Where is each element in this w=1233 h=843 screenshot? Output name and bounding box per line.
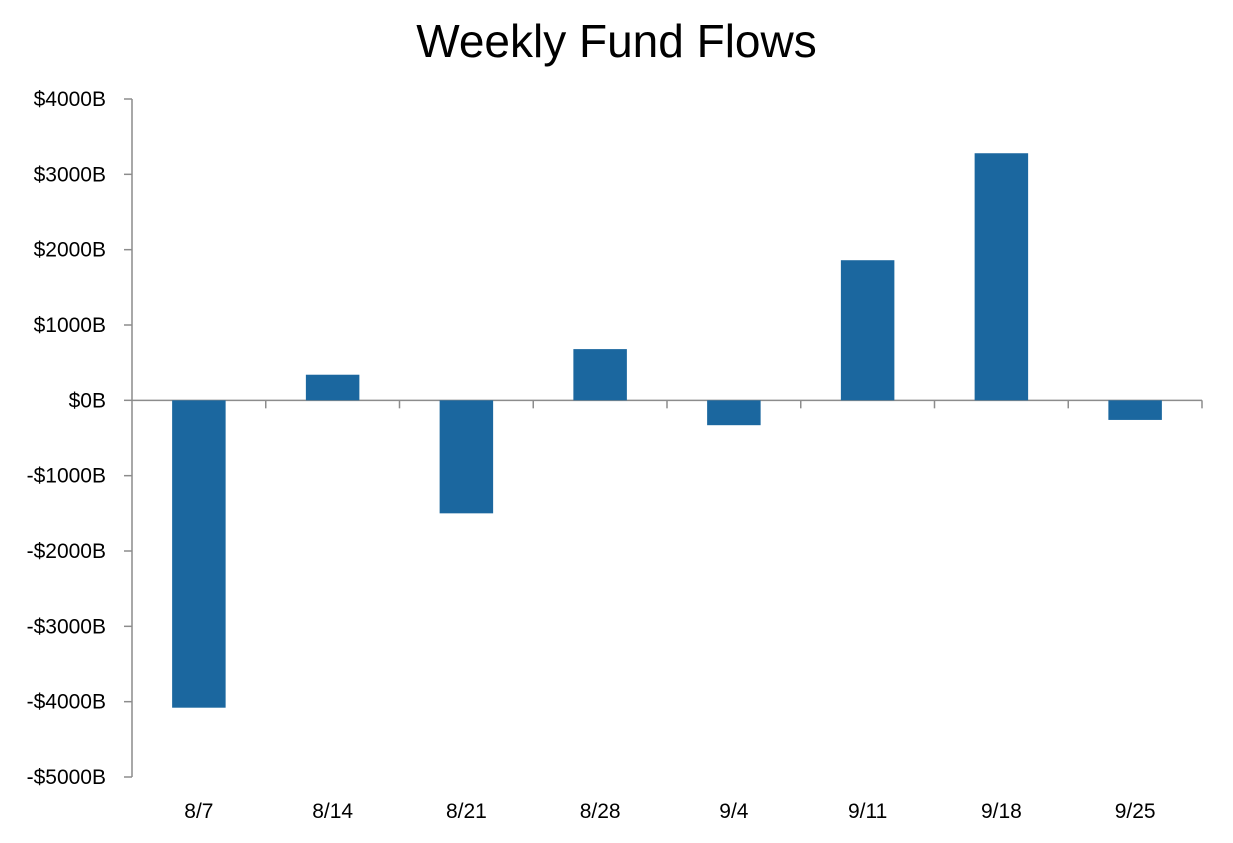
bar-8-28	[573, 349, 627, 401]
x-tick-label: 8/7	[184, 800, 213, 823]
bar-9-11	[840, 260, 895, 401]
x-tick-label: 9/11	[848, 800, 887, 823]
y-tick-label: $0B	[69, 389, 106, 412]
bar-9-18	[974, 153, 1029, 401]
y-tick-label: $4000B	[34, 88, 106, 111]
y-tick-label: -$4000B	[27, 691, 106, 714]
y-tick-label: $3000B	[34, 163, 106, 186]
x-tick-label: 8/14	[312, 800, 353, 823]
y-tick-label: -$2000B	[27, 540, 106, 563]
x-tick-label: 9/18	[981, 800, 1022, 823]
bar-8-21	[439, 400, 494, 514]
y-tick-label: $1000B	[34, 314, 106, 337]
bar-9-4	[707, 400, 761, 426]
x-axis: 8/7 8/14 8/21 8/28 9/4 9/11 9/18 9/25	[132, 399, 1203, 823]
y-tick-label: -$3000B	[27, 615, 106, 638]
y-tick-label: -$1000B	[27, 465, 106, 488]
x-tick-label: 9/25	[1115, 800, 1156, 823]
y-tick-label: $2000B	[34, 239, 106, 262]
x-tick-label: 9/4	[719, 800, 749, 823]
x-tick-label: 8/28	[580, 800, 621, 823]
x-tick-label: 8/21	[446, 800, 487, 823]
bar-8-7	[172, 400, 226, 708]
chart-title: Weekly Fund Flows	[416, 15, 817, 67]
y-axis: $4000B $3000B $2000B $1000B $0B -$1000B -$2000…	[27, 88, 133, 789]
y-tick-label: -$5000B	[27, 766, 106, 789]
bar-series	[172, 153, 1162, 708]
bar-9-25	[1108, 400, 1162, 420]
bar-8-14	[305, 374, 360, 401]
